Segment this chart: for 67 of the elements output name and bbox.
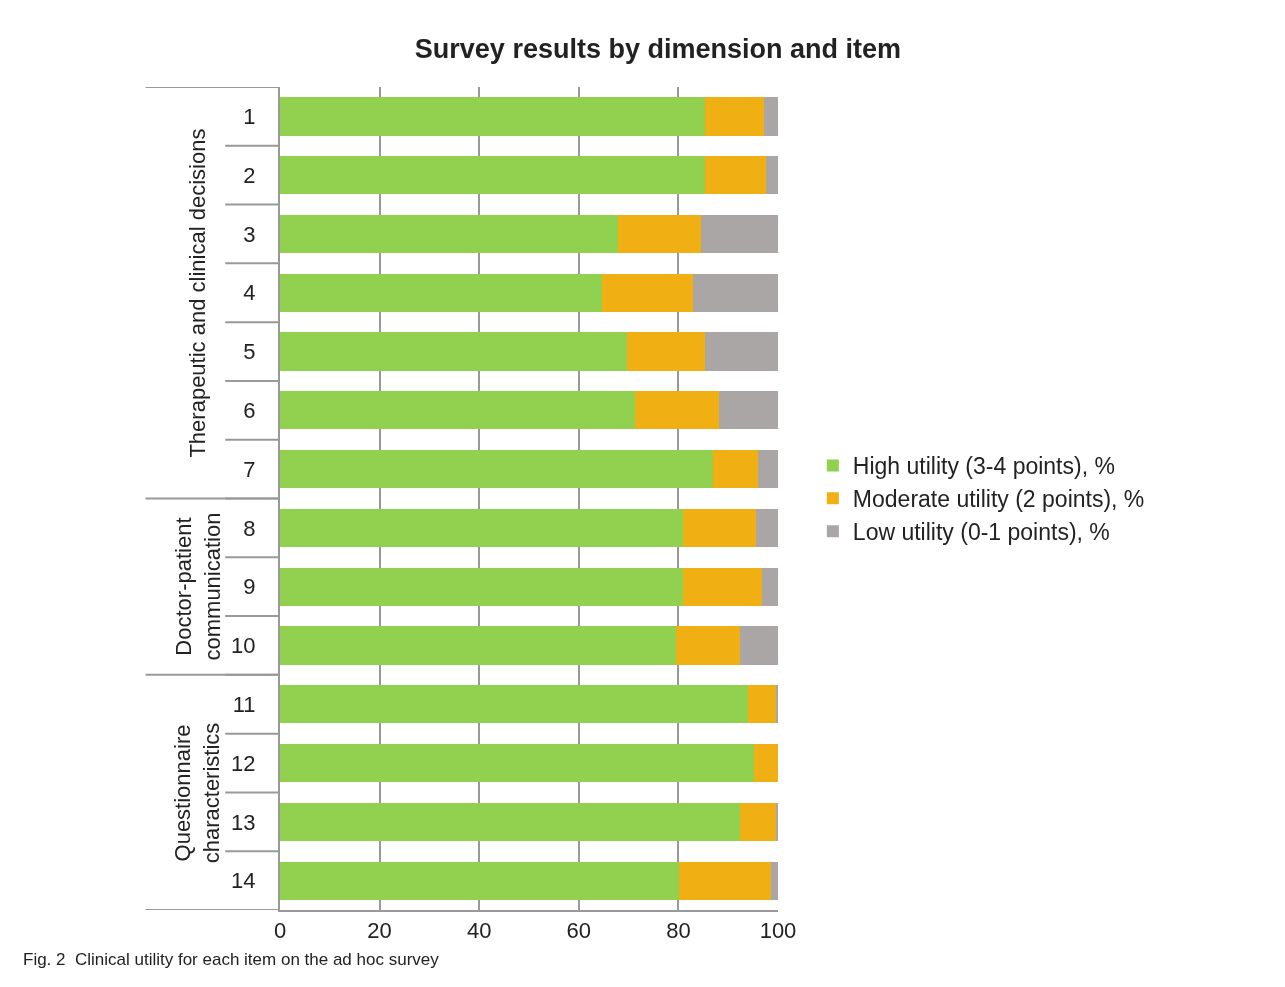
- bar: [718, 391, 778, 430]
- text: Doctor-patient communication: [171, 512, 225, 661]
- y-tick-label: 9: [243, 574, 256, 600]
- x-tick-label: 100: [759, 918, 797, 944]
- bar: [740, 626, 778, 665]
- y-tick-label: 6: [243, 398, 256, 424]
- bar: [757, 450, 778, 489]
- bar: [771, 861, 778, 900]
- bar: [280, 391, 636, 430]
- bar: [280, 508, 684, 547]
- bar: [627, 332, 706, 371]
- y-tick-label: 11: [232, 691, 256, 717]
- bar: [280, 802, 741, 841]
- bar: [763, 97, 778, 136]
- y-tick-label: 5: [243, 339, 256, 365]
- bar: [280, 567, 684, 606]
- bar: [280, 332, 628, 371]
- bar: [602, 273, 694, 312]
- bar: [280, 743, 754, 783]
- x-tick-label: 0: [273, 918, 287, 944]
- bar: [280, 273, 603, 312]
- y-tick-label: 1: [243, 104, 256, 130]
- bar: [705, 97, 764, 136]
- text: Therapeutic and clinical decisions: [185, 128, 211, 458]
- bar: [635, 391, 719, 430]
- y-tick-label: 14: [231, 868, 256, 894]
- bar: [675, 626, 741, 665]
- y-tick-label: 7: [243, 456, 256, 482]
- chart-title: Survey results by dimension and item: [414, 34, 901, 65]
- bar: [761, 567, 778, 606]
- bar: [280, 450, 713, 489]
- bar: [280, 156, 706, 195]
- caption: Fig. 2 Clinical utility for each item on the ad hoc survey: [23, 950, 440, 969]
- bar: [280, 861, 680, 900]
- bar: [280, 685, 749, 724]
- y-tick-label: 4: [243, 280, 256, 306]
- bar: [683, 567, 762, 606]
- bar: [701, 214, 778, 254]
- bar: [280, 626, 676, 665]
- bar: [705, 156, 766, 195]
- bar: [280, 97, 706, 136]
- bar: [740, 802, 776, 841]
- text: Questionnaire characteristics: [170, 722, 224, 864]
- x-tick-label: 80: [666, 918, 691, 944]
- x-tick-label: 20: [367, 918, 392, 944]
- bar: [753, 743, 778, 783]
- y-tick-label: 10: [231, 633, 256, 659]
- bar: [748, 685, 776, 724]
- bar: [679, 861, 772, 900]
- bar: [280, 214, 618, 254]
- bar: [765, 156, 778, 195]
- x-tick-label: 60: [566, 918, 592, 944]
- bar: [693, 273, 778, 312]
- bar: [712, 450, 758, 489]
- legend-label: Low utility (0-1 points), %: [852, 519, 1110, 546]
- y-tick-label: 8: [243, 515, 256, 541]
- y-tick-label: 2: [243, 162, 256, 188]
- y-tick-label: 13: [231, 809, 256, 835]
- legend-label: Moderate utility (2 points), %: [852, 486, 1145, 513]
- bar: [705, 332, 778, 371]
- bar: [683, 508, 756, 547]
- y-tick-label: 12: [231, 750, 256, 776]
- legend-label: High utility (3-4 points), %: [852, 453, 1115, 480]
- bar: [617, 214, 702, 254]
- x-tick-label: 40: [466, 918, 492, 944]
- bar: [755, 508, 778, 547]
- y-tick-label: 3: [243, 221, 256, 247]
